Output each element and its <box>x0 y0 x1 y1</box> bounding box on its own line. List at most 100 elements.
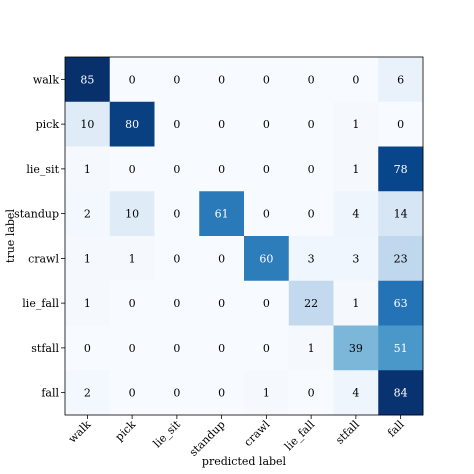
cell-value-label: 0 <box>218 252 225 265</box>
cell-value-label: 0 <box>173 342 180 355</box>
cell-value-label: 0 <box>173 208 180 221</box>
cell-value-label: 0 <box>218 297 225 310</box>
cell-value-label: 0 <box>308 118 315 131</box>
heatmap-cell <box>378 57 424 103</box>
heatmap-cell <box>154 370 200 416</box>
heatmap-cell <box>65 191 111 237</box>
cell-value-label: 0 <box>308 73 315 86</box>
heatmap-cell <box>109 101 155 147</box>
heatmap-cell <box>154 191 200 237</box>
y-tick-label: lie_fall <box>22 297 59 310</box>
x-tick-label: lie_sit <box>151 418 184 451</box>
cell-value-label: 3 <box>352 252 359 265</box>
cell-value-label: 0 <box>308 208 315 221</box>
cell-value-label: 4 <box>352 208 359 221</box>
heatmap-cell <box>199 236 245 282</box>
x-tick-label: pick <box>113 418 139 444</box>
heatmap-cell <box>333 57 379 103</box>
y-tick-label: stfall <box>31 342 59 355</box>
heatmap-cell <box>244 325 290 371</box>
y-tick-label: standup <box>14 208 59 221</box>
heatmap-cell <box>199 280 245 326</box>
heatmap-cell <box>65 370 111 416</box>
cell-value-label: 61 <box>215 208 229 221</box>
plot-frame <box>64 56 424 416</box>
cell-value-label: 84 <box>394 387 408 400</box>
cell-value-label: 0 <box>263 73 270 86</box>
heatmap-cell <box>378 280 424 326</box>
cell-value-label: 0 <box>263 342 270 355</box>
heatmap-cell <box>288 146 334 192</box>
heatmap-cell <box>109 325 155 371</box>
cell-value-label: 0 <box>397 118 404 131</box>
x-tick-label: standup <box>187 418 228 459</box>
cell-value-label: 0 <box>352 73 359 86</box>
heatmap-cell <box>244 370 290 416</box>
x-tick-label: crawl <box>241 418 272 449</box>
heatmap-cell <box>288 370 334 416</box>
heatmap-cell <box>288 236 334 282</box>
heatmap-cell <box>109 57 155 103</box>
heatmap-cell <box>109 191 155 237</box>
heatmap-cell <box>65 146 111 192</box>
y-tick-label: walk <box>33 73 59 86</box>
cell-value-label: 10 <box>125 208 139 221</box>
y-tick-label: fall <box>41 387 59 400</box>
heatmap-cell <box>378 101 424 147</box>
cell-value-label: 2 <box>84 208 91 221</box>
heatmap-cell <box>154 146 200 192</box>
heatmap-cell <box>378 191 424 237</box>
heatmap-cell <box>244 146 290 192</box>
x-axis-ticks: walk pick lie_sit standup crawl lie_fall stfal… <box>66 415 407 459</box>
cell-value-label: 0 <box>173 387 180 400</box>
heatmap-cell <box>288 101 334 147</box>
x-tick-label: stfall <box>333 418 362 447</box>
cell-value-label: 0 <box>263 297 270 310</box>
heatmap-cell <box>333 280 379 326</box>
cell-value-label: 23 <box>394 252 408 265</box>
cell-value-label: 85 <box>80 73 94 86</box>
x-axis-title: predicted label <box>202 455 287 468</box>
heatmap-cell <box>244 191 290 237</box>
cell-value-label: 1 <box>352 297 359 310</box>
cell-value-label: 1 <box>263 387 270 400</box>
cell-value-label: 0 <box>84 342 91 355</box>
cell-value-label: 0 <box>173 73 180 86</box>
heatmap-cell <box>244 101 290 147</box>
heatmap-cell <box>109 146 155 192</box>
heatmap-cell <box>154 101 200 147</box>
cell-value-label: 0 <box>129 73 136 86</box>
heatmap-cell <box>333 370 379 416</box>
heatmap-cell <box>109 236 155 282</box>
cell-value-label: 0 <box>263 208 270 221</box>
heatmap-cell <box>65 101 111 147</box>
heatmap-cell <box>109 280 155 326</box>
heatmap-cell <box>199 146 245 192</box>
cell-value-labels: 85 0 0 0 0 0 0 610 80 0 0 0 0 1 01 0 0 0 0 0 1 782 10 0 61 0 0 4 141… <box>80 73 407 399</box>
heatmap-cell <box>65 325 111 371</box>
heatmap-cell <box>288 57 334 103</box>
cell-value-label: 0 <box>129 387 136 400</box>
cell-value-label: 0 <box>129 163 136 176</box>
cell-value-label: 2 <box>84 387 91 400</box>
cell-value-label: 0 <box>308 163 315 176</box>
cell-value-label: 0 <box>173 163 180 176</box>
heatmap-cell <box>199 101 245 147</box>
cell-value-label: 6 <box>397 73 404 86</box>
heatmap-cell <box>378 325 424 371</box>
cell-value-label: 10 <box>80 118 94 131</box>
heatmap-cell <box>244 236 290 282</box>
cell-value-label: 1 <box>308 342 315 355</box>
heatmap-cell <box>65 280 111 326</box>
cell-value-label: 1 <box>84 163 91 176</box>
cell-value-label: 51 <box>394 342 408 355</box>
heatmap-cell <box>199 57 245 103</box>
cell-value-label: 0 <box>218 163 225 176</box>
heatmap-cell <box>333 146 379 192</box>
x-tick-label: lie_fall <box>282 418 317 453</box>
x-tick-label: walk <box>66 418 94 446</box>
cell-value-label: 22 <box>304 297 318 310</box>
heatmap-cell <box>288 280 334 326</box>
